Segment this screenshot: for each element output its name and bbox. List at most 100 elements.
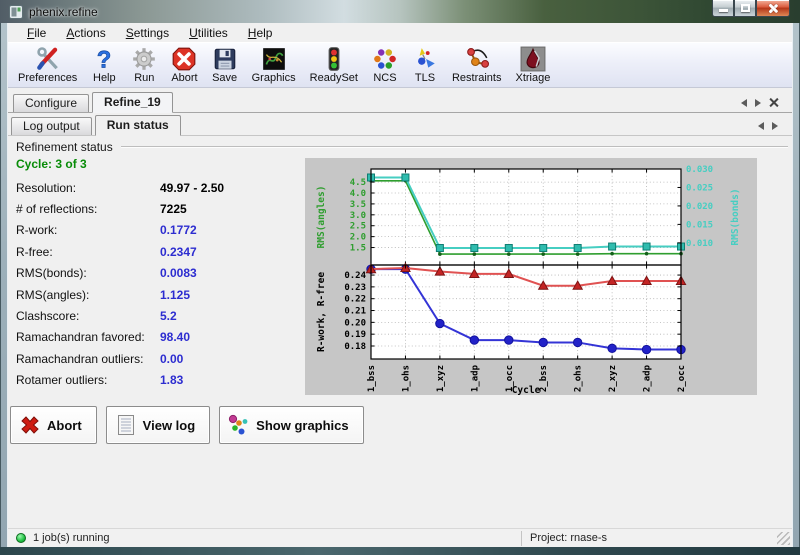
stat-row-of-reflections: # of reflections: 7225: [16, 198, 304, 219]
stat-value: 49.97 - 2.50: [160, 180, 225, 195]
stat-row-clashscore: Clashscore: 5.2: [16, 305, 304, 326]
window-controls: [712, 0, 790, 17]
tab-refine-19[interactable]: Refine_19: [92, 92, 173, 113]
app-icon: [9, 4, 23, 19]
stat-label: # of reflections:: [16, 202, 98, 217]
action-buttons: Abort View log Show graphics: [10, 406, 373, 444]
toolbar-label: Graphics: [251, 72, 296, 84]
run-status-panel: Refinement status Cycle: 3 of 3 Resoluti…: [8, 138, 792, 528]
svg-text:0.030: 0.030: [686, 165, 713, 175]
toolbar-button-ncs[interactable]: NCS: [365, 45, 405, 85]
stat-value: 98.40: [160, 330, 191, 345]
window-client-area: File Actions Settings Utilities Help Prefere…: [8, 23, 792, 547]
svg-text:0.23: 0.23: [344, 283, 366, 293]
stat-row-rms-angles: RMS(angles): 1.125: [16, 284, 304, 305]
stat-row-rms-bonds: RMS(bonds): 0.0083: [16, 263, 304, 284]
stat-value: 1.125: [160, 287, 191, 302]
stat-label: Ramachandran favored:: [16, 330, 145, 345]
menu-settings[interactable]: Settings: [125, 25, 170, 40]
resize-grip[interactable]: [777, 532, 790, 545]
toolbar-label: Xtriage: [515, 72, 551, 84]
stat-row-r-free: R-free: 0.2347: [16, 241, 304, 262]
svg-text:?: ?: [97, 47, 112, 72]
scroll-right-arrow-icon[interactable]: [755, 98, 761, 107]
stat-label: RMS(angles):: [16, 287, 90, 302]
svg-text:Cycle: Cycle: [512, 385, 541, 395]
main-tabs: Configure Refine_19: [8, 88, 792, 113]
menu-file[interactable]: File: [27, 25, 47, 40]
maximize-button[interactable]: [734, 0, 756, 17]
stat-value: 0.1772: [160, 223, 197, 238]
svg-text:2_adp: 2_adp: [643, 364, 653, 392]
scroll-right-arrow-icon[interactable]: [772, 122, 778, 130]
svg-text:1_bss: 1_bss: [367, 365, 377, 392]
svg-text:R-work, R-free: R-work, R-free: [316, 272, 327, 352]
statusbar: 1 job(s) running Project: rnase-s: [8, 528, 792, 547]
tab-configure[interactable]: Configure: [13, 94, 90, 112]
statusbar-divider: [521, 530, 522, 546]
graphics-icon: [261, 46, 287, 72]
svg-text:2_ohs: 2_ohs: [574, 365, 584, 392]
window-title: phenix.refine: [29, 4, 98, 19]
toolbar-button-readyset[interactable]: ReadySet: [303, 45, 365, 85]
svg-text:0.24: 0.24: [344, 271, 366, 281]
tls-icon: [412, 46, 438, 72]
project-label: Project: rnase-s: [530, 532, 608, 544]
stat-row-rotamer-outliers: Rotamer outliers: 1.83: [16, 370, 304, 391]
tab-log-output[interactable]: Log output: [11, 117, 92, 135]
button-view-log[interactable]: View log: [105, 406, 211, 444]
svg-text:3.5: 3.5: [350, 200, 366, 210]
svg-text:3.0: 3.0: [350, 211, 366, 221]
scroll-left-arrow-icon[interactable]: [741, 98, 747, 107]
toolbar-button-graphics[interactable]: Graphics: [245, 45, 303, 85]
svg-text:0.20: 0.20: [344, 318, 366, 328]
svg-text:0.025: 0.025: [686, 183, 713, 193]
toolbar-button-restraints[interactable]: Restraints: [445, 45, 509, 85]
restraints-icon: [464, 46, 490, 72]
svg-text:0.020: 0.020: [686, 202, 713, 212]
panel-header-row: Refinement status: [16, 140, 788, 154]
scroll-left-arrow-icon[interactable]: [758, 122, 764, 130]
menu-actions[interactable]: Actions: [66, 25, 106, 40]
xtriage-icon: [520, 46, 546, 72]
help-icon: ?: [91, 46, 117, 72]
svg-text:RMS(bonds): RMS(bonds): [730, 188, 741, 245]
close-icon: [768, 3, 778, 13]
toolbar-button-help[interactable]: ? Help: [84, 45, 124, 85]
toolbar-button-save[interactable]: Save: [205, 45, 245, 85]
tab-run-status[interactable]: Run status: [94, 115, 181, 136]
svg-text:1_ohs: 1_ohs: [401, 365, 411, 392]
close-tab-icon[interactable]: [769, 98, 778, 107]
toolbar-label: Restraints: [451, 72, 502, 84]
titlebar[interactable]: phenix.refine: [0, 0, 800, 23]
menu-utilities[interactable]: Utilities: [189, 25, 228, 40]
toolbar-button-abort[interactable]: Abort: [164, 45, 204, 85]
abort-x-icon: [18, 413, 42, 437]
svg-text:0.19: 0.19: [344, 330, 366, 340]
refinement-progress-chart: 1.52.02.53.03.54.04.5 0.010 0.015 0.020 0.02…: [305, 158, 757, 395]
action-label: Abort: [47, 417, 82, 433]
stat-value: 0.2347: [160, 244, 197, 259]
minimize-icon: [718, 8, 728, 12]
button-show-graphics[interactable]: Show graphics: [219, 406, 364, 444]
toolbar-button-run[interactable]: Run: [124, 45, 164, 85]
menu-help[interactable]: Help: [247, 25, 273, 40]
toolbar-label: TLS: [414, 72, 436, 84]
button-abort[interactable]: Abort: [10, 406, 97, 444]
stat-label: Ramachandran outliers:: [16, 351, 144, 366]
sub-tabs: Log output Run status: [8, 113, 792, 136]
toolbar-button-preferences[interactable]: Preferences: [11, 45, 84, 85]
stat-value: 0.00: [160, 351, 184, 366]
close-button[interactable]: [756, 0, 790, 17]
save-icon: [212, 46, 238, 72]
svg-text:2_xyz: 2_xyz: [608, 365, 618, 392]
cycle-status: Cycle: 3 of 3: [16, 157, 87, 171]
toolbar-label: Preferences: [18, 72, 78, 84]
stat-row-ramachandran-outliers: Ramachandran outliers: 0.00: [16, 348, 304, 369]
toolbar-button-tls[interactable]: TLS: [405, 45, 445, 85]
minimize-button[interactable]: [712, 0, 734, 17]
stat-row-ramachandran-favored: Ramachandran favored: 98.40: [16, 327, 304, 348]
stat-row-resolution: Resolution: 49.97 - 2.50: [16, 177, 304, 198]
svg-text:4.0: 4.0: [350, 189, 366, 199]
toolbar-button-xtriage[interactable]: Xtriage: [508, 45, 557, 85]
